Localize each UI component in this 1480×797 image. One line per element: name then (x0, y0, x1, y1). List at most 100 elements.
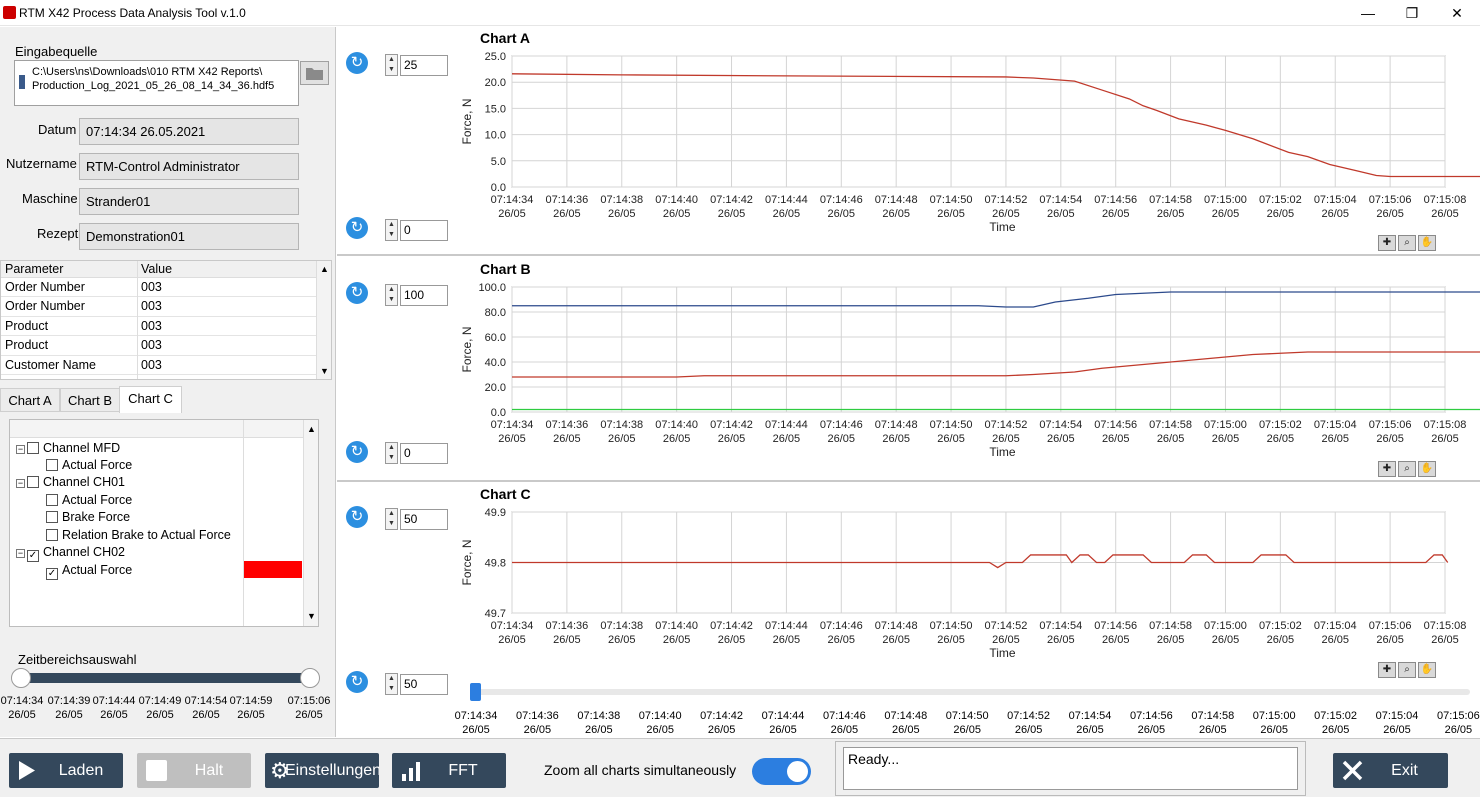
range-tick-label: 07:14:59 26/05 (229, 695, 273, 721)
settings-button[interactable]: ⚙ Einstellungen (265, 753, 379, 788)
series-line-0 (512, 554, 1449, 569)
series-color-swatch[interactable] (244, 561, 302, 578)
min-stepper[interactable]: ▲ ▼ (385, 219, 398, 241)
y-tick-label: 20.0 (485, 382, 506, 394)
collapse-icon[interactable]: − (16, 548, 25, 558)
checkbox[interactable] (27, 476, 39, 488)
chart-a[interactable]: 07:14:34 26/05 07:14:36 26/05 07:14:38 26/05 0… (440, 45, 1480, 245)
checkbox-checked[interactable]: ✓ (27, 550, 39, 562)
refresh-icon[interactable]: ↻ (346, 217, 368, 239)
chevron-down-icon[interactable]: ▼ (320, 366, 329, 376)
x-tick-label: 07:14:54 (1039, 419, 1082, 431)
crosshair-icon[interactable]: ✚ (1378, 461, 1396, 477)
user-label: Nutzername (6, 156, 77, 171)
chart-b-min-input[interactable]: 0 (400, 443, 448, 464)
tree-item-actual-force[interactable]: Actual Force (46, 492, 132, 509)
tree-item-channel-ch01[interactable]: − Channel CH01 (16, 474, 125, 491)
machine-label: Maschine (22, 191, 78, 206)
refresh-icon[interactable]: ↻ (346, 506, 368, 528)
refresh-icon[interactable]: ↻ (346, 52, 368, 74)
bottom-toolbar: Laden Halt ⚙ Einstellungen FFT Zoom all … (0, 738, 1480, 797)
chart-c-max-input[interactable]: 50 (400, 509, 448, 530)
exit-button[interactable]: Exit (1333, 753, 1448, 788)
tree-scrollbar[interactable]: ▲ ▼ (303, 420, 318, 626)
table-scrollbar[interactable]: ▲ ▼ (316, 261, 331, 379)
range-end-handle[interactable] (300, 668, 320, 688)
chart-b[interactable]: 07:14:34 26/05 07:14:36 26/05 07:14:38 26/05 0… (440, 276, 1480, 476)
y-tick-label: 49.7 (485, 608, 506, 620)
y-tick-label: 10.0 (485, 130, 506, 142)
table-row[interactable]: Order Number 003 (1, 278, 331, 298)
zoom-icon[interactable]: ⌕ (1398, 235, 1416, 251)
time-range-slider[interactable] (17, 673, 313, 683)
status-box: Ready... (835, 741, 1306, 796)
row-value: 003 (141, 318, 162, 333)
max-stepper[interactable]: ▲ ▼ (385, 284, 398, 306)
x-tick-label: 07:14:44 (765, 194, 808, 206)
pan-hand-icon[interactable]: ✋ (1418, 235, 1436, 251)
range-start-handle[interactable] (11, 668, 31, 688)
zoom-toggle[interactable] (752, 758, 811, 785)
input-source-label: Eingabequelle (15, 44, 98, 59)
zoom-icon[interactable]: ⌕ (1398, 662, 1416, 678)
min-stepper[interactable]: ▲ ▼ (385, 673, 398, 695)
row-value: 003 (141, 280, 162, 294)
chevron-down-icon[interactable]: ▼ (307, 611, 316, 621)
refresh-icon[interactable]: ↻ (346, 441, 368, 463)
chevron-up-icon[interactable]: ▲ (320, 264, 329, 274)
chevron-up-icon[interactable]: ▲ (307, 424, 316, 434)
crosshair-icon[interactable]: ✚ (1378, 662, 1396, 678)
tree-item-channel-ch02[interactable]: − ✓ Channel CH02 (16, 544, 125, 562)
checkbox[interactable] (46, 511, 58, 523)
minimize-button[interactable]: — (1361, 5, 1375, 21)
chart-c-min-input[interactable]: 50 (400, 674, 448, 695)
table-row[interactable]: Order Number 003 (1, 297, 331, 317)
collapse-icon[interactable]: − (16, 444, 25, 454)
checkbox[interactable] (27, 442, 39, 454)
pan-hand-icon[interactable]: ✋ (1418, 662, 1436, 678)
fft-button[interactable]: FFT (392, 753, 506, 788)
checkbox-checked[interactable]: ✓ (46, 568, 58, 580)
table-row[interactable]: Product 003 (1, 317, 331, 337)
checkbox[interactable] (46, 494, 58, 506)
close-window-button[interactable]: ✕ (1451, 5, 1463, 21)
zoom-icon[interactable]: ⌕ (1398, 461, 1416, 477)
chart-c[interactable]: 07:14:34 26/05 07:14:36 26/05 07:14:38 26/05 0… (440, 501, 1480, 671)
y-tick-label: 0.0 (491, 407, 506, 419)
load-button[interactable]: Laden (9, 753, 123, 788)
tab-chart-a[interactable]: Chart A (0, 388, 60, 412)
time-scroll-track[interactable] (470, 689, 1470, 695)
halt-button[interactable]: Halt (137, 753, 251, 788)
chart-a-max-input[interactable]: 25 (400, 55, 448, 76)
pan-hand-icon[interactable]: ✋ (1418, 461, 1436, 477)
tree-item-actual-force-ch02[interactable]: ✓ Actual Force (46, 562, 132, 580)
input-path-field[interactable]: C:\Users\ns\Downloads\010 RTM X42 Report… (14, 60, 299, 106)
refresh-icon[interactable]: ↻ (346, 671, 368, 693)
tree-header (10, 420, 318, 438)
refresh-icon[interactable]: ↻ (346, 282, 368, 304)
tree-item-actual-force[interactable]: Actual Force (46, 457, 132, 474)
checkbox[interactable] (46, 529, 58, 541)
crosshair-icon[interactable]: ✚ (1378, 235, 1396, 251)
max-stepper[interactable]: ▲ ▼ (385, 54, 398, 76)
min-stepper[interactable]: ▲ ▼ (385, 442, 398, 464)
x-tick-date: 26/05 (608, 433, 636, 445)
x-tick-date: 26/05 (1267, 634, 1295, 646)
tab-chart-c[interactable]: Chart C (119, 386, 182, 413)
tree-item-brake-force[interactable]: Brake Force (46, 509, 130, 526)
checkbox[interactable] (46, 459, 58, 471)
chart-a-min-input[interactable]: 0 (400, 220, 448, 241)
table-row[interactable]: Customer Name 003 (1, 356, 331, 375)
tree-item-relation[interactable]: Relation Brake to Actual Force (46, 527, 231, 544)
tab-chart-b[interactable]: Chart B (60, 388, 120, 412)
table-row[interactable]: Product 003 (1, 336, 331, 356)
x-tick-label: 07:14:42 (710, 620, 753, 632)
restore-button[interactable]: ❐ (1405, 5, 1419, 21)
max-stepper[interactable]: ▲ ▼ (385, 508, 398, 530)
x-tick-date: 26/05 (992, 433, 1020, 445)
chart-b-max-input[interactable]: 100 (400, 285, 448, 306)
time-scroll-handle[interactable] (470, 683, 481, 701)
tree-item-channel-mfd[interactable]: − Channel MFD (16, 440, 120, 457)
collapse-icon[interactable]: − (16, 478, 25, 488)
browse-folder-button[interactable] (300, 61, 329, 85)
